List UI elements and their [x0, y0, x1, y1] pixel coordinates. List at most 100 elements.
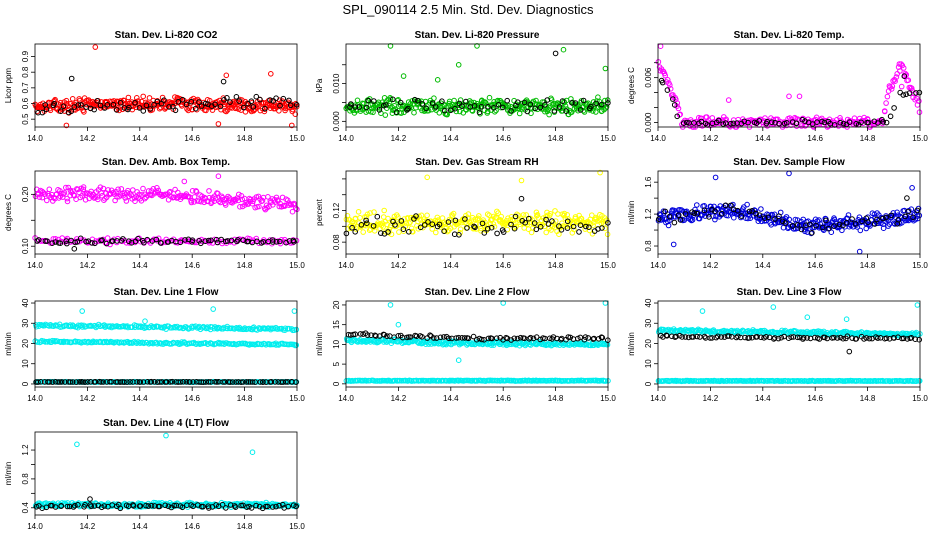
data-point — [260, 239, 267, 245]
x-tick-label: 14.0 — [27, 522, 43, 531]
data-point — [768, 119, 775, 125]
data-point — [144, 236, 150, 243]
data-point — [267, 97, 273, 103]
y-tick-label: 0.6 — [21, 97, 30, 109]
data-point — [293, 237, 300, 244]
data-point — [385, 229, 391, 235]
data-point — [63, 184, 69, 191]
data-point — [343, 230, 350, 237]
data-point — [137, 503, 144, 509]
data-point — [51, 100, 58, 107]
data-point — [902, 70, 909, 77]
data-point — [387, 302, 394, 308]
data-point — [667, 82, 673, 88]
data-point — [405, 105, 411, 112]
data-point — [762, 215, 768, 221]
data-point — [738, 213, 745, 219]
data-point — [292, 111, 299, 117]
data-point — [153, 236, 160, 243]
data-point — [89, 240, 95, 246]
x-tick-label: 14.4 — [443, 134, 459, 143]
data-point — [370, 109, 376, 116]
data-point — [823, 217, 829, 224]
data-point — [235, 197, 242, 204]
data-point — [526, 215, 532, 222]
data-point — [409, 98, 415, 104]
data-point — [564, 225, 571, 231]
data-point — [682, 334, 689, 340]
data-point — [137, 379, 144, 385]
plot-frame — [657, 170, 921, 255]
data-point — [97, 102, 104, 109]
data-point — [656, 216, 662, 222]
data-point — [457, 226, 464, 232]
data-point — [293, 503, 300, 510]
chart-title: Stan. Dev. Li-820 Temp. — [734, 30, 845, 41]
x-tick-label: 14.2 — [703, 134, 719, 143]
data-point — [521, 99, 528, 106]
data-point — [374, 213, 381, 220]
data-point — [434, 214, 441, 221]
data-point — [104, 102, 111, 108]
data-point — [221, 324, 227, 331]
data-point — [188, 199, 195, 206]
data-point — [235, 106, 242, 112]
data-point — [232, 196, 239, 203]
data-point — [183, 379, 190, 385]
data-point — [664, 87, 671, 93]
data-point — [508, 221, 514, 228]
plot-frame — [34, 170, 298, 255]
data-point — [545, 221, 552, 227]
chart-title: Stan. Dev. Li-820 CO2 — [115, 30, 218, 41]
x-tick-label: 15.0 — [600, 261, 616, 270]
y-tick-label: 0.000 — [332, 111, 341, 132]
data-point — [83, 238, 89, 245]
y-tick-label: 0.10 — [21, 238, 30, 254]
y-tick-label: 0.006 — [644, 67, 653, 88]
data-point — [453, 108, 460, 115]
data-point — [261, 108, 268, 115]
data-point — [889, 83, 896, 89]
data-point — [602, 225, 608, 232]
data-point — [360, 229, 367, 235]
data-point — [124, 379, 130, 385]
data-point — [206, 505, 212, 511]
data-point — [237, 204, 243, 210]
data-point — [269, 504, 276, 510]
data-point — [200, 379, 207, 386]
plot-frame — [34, 300, 298, 388]
data-point — [220, 340, 226, 347]
data-point — [264, 325, 271, 332]
data-point — [205, 237, 212, 244]
data-point — [70, 504, 77, 510]
data-point — [293, 326, 300, 333]
data-point — [91, 503, 98, 509]
data-point — [479, 220, 486, 227]
data-point — [52, 239, 59, 245]
y-tick-label: 20 — [644, 338, 653, 347]
data-point — [198, 240, 204, 247]
data-point — [547, 335, 553, 342]
data-point — [215, 173, 222, 179]
data-point — [712, 208, 718, 214]
data-point — [533, 97, 539, 104]
x-tick-label: 15.0 — [289, 261, 305, 270]
data-point — [560, 46, 567, 53]
data-point — [151, 503, 158, 509]
data-point — [217, 103, 224, 110]
data-point — [370, 223, 377, 229]
data-point — [75, 186, 81, 193]
data-point — [803, 222, 809, 228]
data-point — [277, 200, 283, 207]
data-point — [537, 224, 544, 230]
data-point — [223, 108, 229, 115]
y-tick-label: 10 — [21, 359, 30, 368]
data-point — [800, 334, 807, 341]
y-axis-label: Licor ppm — [4, 68, 13, 103]
data-point — [92, 44, 99, 50]
data-point — [659, 216, 666, 222]
data-point — [827, 330, 834, 337]
data-point — [406, 334, 412, 340]
data-point — [235, 237, 241, 243]
